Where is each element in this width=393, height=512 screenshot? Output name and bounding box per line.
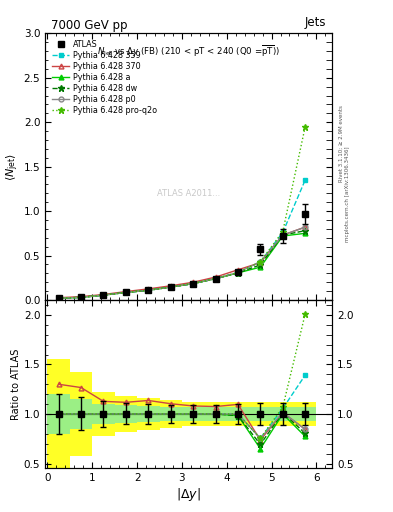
Text: mcplots.cern.ch [arXiv:1306.3436]: mcplots.cern.ch [arXiv:1306.3436] bbox=[345, 147, 350, 242]
Y-axis label: $\langle N_{\rm jet}\rangle$: $\langle N_{\rm jet}\rangle$ bbox=[5, 153, 21, 181]
X-axis label: $|\Delta y|$: $|\Delta y|$ bbox=[176, 486, 201, 503]
Legend: ATLAS, Pythia 6.428 359, Pythia 6.428 370, Pythia 6.428 a, Pythia 6.428 dw, Pyth: ATLAS, Pythia 6.428 359, Pythia 6.428 37… bbox=[49, 37, 160, 117]
Text: ATLAS A2011...: ATLAS A2011... bbox=[157, 189, 220, 198]
Text: 7000 GeV pp: 7000 GeV pp bbox=[51, 19, 127, 32]
Y-axis label: Ratio to ATLAS: Ratio to ATLAS bbox=[11, 349, 21, 420]
Text: Rivet 3.1.10; ≥ 2.9M events: Rivet 3.1.10; ≥ 2.9M events bbox=[339, 105, 343, 182]
Text: $N_{\rm jet}$ vs $\Delta y$ (FB) (210 < pT < 240 (Q0 =$\overline{\rm pT}$)): $N_{\rm jet}$ vs $\Delta y$ (FB) (210 < … bbox=[97, 44, 280, 59]
Text: Jets: Jets bbox=[305, 16, 326, 29]
